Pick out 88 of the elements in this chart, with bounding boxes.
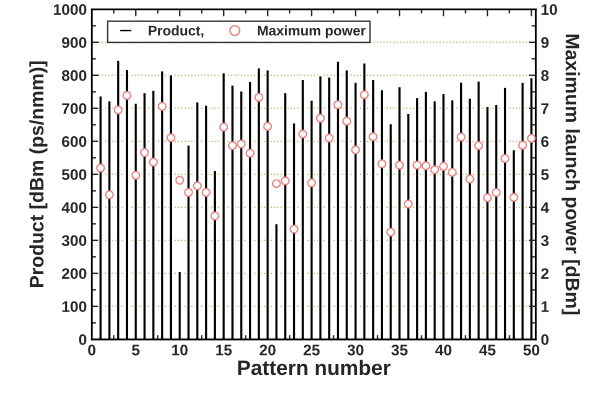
y-tick-label: 200 [62,268,86,280]
y-tick-label: 500 [62,169,86,180]
point [114,105,123,114]
point [404,200,413,209]
y2-tick-label: 3 [541,235,549,246]
point [131,170,140,180]
point [377,159,386,168]
y2-tick-label: 7 [541,103,548,114]
point [219,122,228,132]
x-tick-label: 20 [260,344,276,356]
point [333,100,342,110]
x-tick-label: 50 [523,344,540,356]
legend-label: Maximum power [258,25,366,38]
y-axis-title: Product [dBm (ps/nmm)] [29,61,48,287]
point [412,160,422,170]
point [228,141,237,150]
point [492,188,501,197]
y-tick-label: 1000 [54,4,86,15]
point [122,90,132,100]
point [386,228,396,237]
point [316,114,325,123]
point [465,174,474,184]
y2-tick-label: 0 [541,334,549,346]
y2-axis-title: Maximum launch power [dBm] [562,34,580,314]
x-axis-title: Pattern number [238,360,390,376]
point [210,211,220,220]
point [175,176,184,185]
point [104,190,114,200]
point [272,179,281,188]
point [140,148,150,158]
point [430,165,440,174]
legend-label: Product, [148,25,204,38]
x-tick-label: 15 [216,344,232,356]
y-tick-label: 600 [62,136,86,148]
point [368,132,378,142]
point [500,154,510,163]
point [246,148,255,158]
y2-tick-label: 1 [542,301,549,312]
y2-tick-label: 2 [541,268,549,279]
point [456,132,466,142]
y2-tick-label: 8 [541,70,549,81]
point [395,160,404,170]
point [192,181,202,190]
y-tick-label: 700 [62,103,86,114]
y-tick-label: 900 [62,37,86,48]
point [526,134,536,143]
point [448,168,457,177]
point [254,92,264,102]
point [202,188,211,197]
point [184,188,194,197]
point [351,145,360,154]
x-tick-label: 45 [479,344,496,356]
point [421,161,430,170]
y-tick-label: 0 [79,334,86,346]
y2-tick-label: 5 [541,169,549,180]
y2-tick-label: 10 [542,4,558,15]
point [438,162,448,171]
y2-tick-label: 9 [541,37,549,48]
point [148,158,158,167]
point [324,134,334,143]
x-tick-label: 35 [391,344,408,356]
y-tick-label: 800 [62,70,86,81]
x-tick-label: 30 [347,344,364,356]
x-tick-label: 10 [172,344,188,356]
x-tick-label: 25 [304,344,320,356]
y-tick-label: 100 [62,301,86,312]
point [236,139,246,148]
point [482,193,492,202]
y-tick-label: 300 [62,235,86,246]
y2-tick-label: 6 [541,136,549,148]
point [474,141,484,150]
point [158,102,167,111]
point [263,122,272,131]
point [360,90,369,100]
point [518,140,528,150]
x-tick-label: 5 [132,344,140,356]
point [166,133,176,142]
y-tick-label: 400 [62,202,86,214]
point [280,176,290,186]
point [509,192,518,202]
point [298,130,308,139]
x-tick-label: 0 [88,344,96,356]
point [307,178,316,188]
point [342,116,352,126]
point [290,224,299,234]
y2-tick-label: 4 [540,202,550,213]
point [96,164,106,173]
x-tick-label: 40 [435,344,452,356]
